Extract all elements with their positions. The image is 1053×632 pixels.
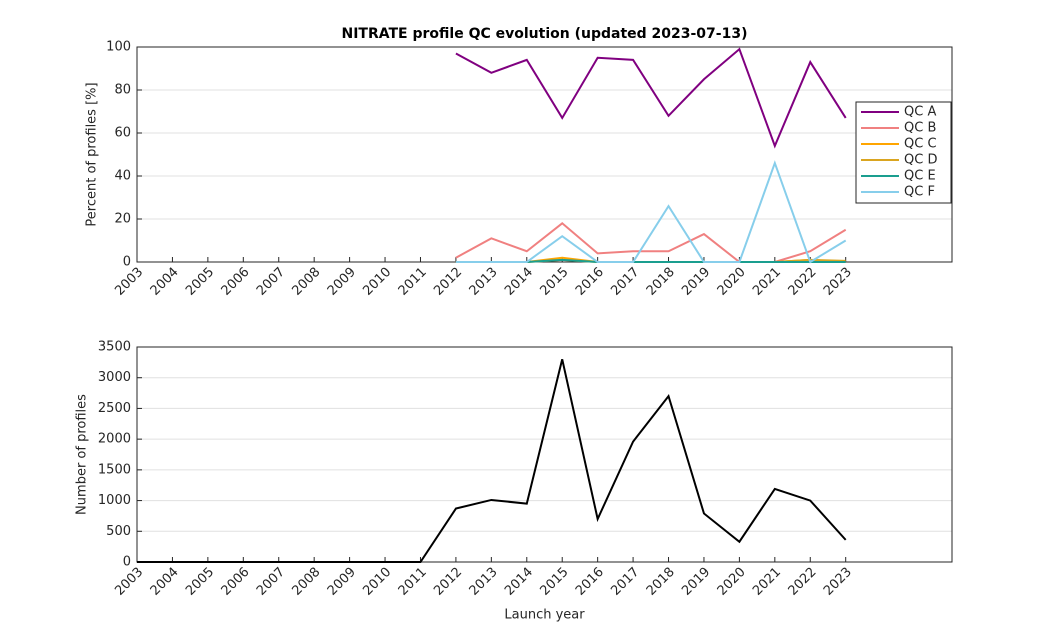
x-tick-label: 2020 xyxy=(715,265,749,299)
series-line xyxy=(455,47,847,149)
x-tick-label: 2011 xyxy=(396,565,430,599)
legend-label: QC F xyxy=(904,185,935,200)
y-tick-label: 80 xyxy=(114,83,131,98)
x-tick-label: 2021 xyxy=(750,265,784,299)
chart-title: NITRATE profile QC evolution (updated 20… xyxy=(342,26,748,42)
series-line xyxy=(137,359,847,563)
y-tick-label: 1500 xyxy=(98,462,131,477)
y-tick-label: 60 xyxy=(114,126,131,141)
x-tick-label: 2022 xyxy=(786,265,820,299)
axes-box xyxy=(136,346,953,563)
x-tick-label: 2016 xyxy=(573,265,607,299)
y-axis-label: Number of profiles xyxy=(75,394,90,515)
y-tick-label: 3500 xyxy=(98,340,131,355)
x-tick-label: 2016 xyxy=(573,565,607,599)
y-tick-label: 40 xyxy=(114,169,131,184)
legend-label: QC A xyxy=(904,105,936,120)
x-tick-label: 2019 xyxy=(679,265,713,299)
x-tick-label: 2008 xyxy=(289,565,323,599)
y-tick-label: 2000 xyxy=(98,432,131,447)
x-tick-label: 2013 xyxy=(467,265,501,299)
y-tick-label: 0 xyxy=(123,555,131,570)
x-tick-label: 2004 xyxy=(148,565,182,599)
series-line xyxy=(455,222,847,263)
x-tick-label: 2005 xyxy=(183,265,217,299)
x-tick-label: 2021 xyxy=(750,565,784,599)
x-tick-label: 2019 xyxy=(679,565,713,599)
x-tick-label: 2012 xyxy=(431,265,465,299)
x-tick-label: 2007 xyxy=(254,265,288,299)
axes-box xyxy=(136,46,953,263)
x-tick-label: 2006 xyxy=(219,565,253,599)
x-tick-label: 2020 xyxy=(715,565,749,599)
x-tick-label: 2015 xyxy=(538,565,572,599)
x-tick-label: 2017 xyxy=(608,565,642,599)
legend-label: QC D xyxy=(904,153,937,168)
series-line xyxy=(455,160,847,264)
x-tick-label: 2010 xyxy=(360,265,394,299)
y-tick-label: 500 xyxy=(106,524,131,539)
x-tick-label: 2015 xyxy=(538,265,572,299)
x-tick-label: 2013 xyxy=(467,565,501,599)
x-tick-label: 2007 xyxy=(254,565,288,599)
x-tick-label: 2006 xyxy=(219,265,253,299)
y-tick-label: 100 xyxy=(106,40,131,55)
legend-label: QC C xyxy=(904,137,937,152)
y-tick-label: 3000 xyxy=(98,370,131,385)
x-tick-label: 2003 xyxy=(112,565,146,599)
legend-label: QC B xyxy=(904,121,936,136)
y-tick-label: 0 xyxy=(123,255,131,270)
y-tick-label: 1000 xyxy=(98,493,131,508)
x-tick-label: 2014 xyxy=(502,565,536,599)
y-tick-label: 2500 xyxy=(98,401,131,416)
legend: QC AQC BQC CQC DQC EQC F xyxy=(855,101,952,204)
legend-box xyxy=(855,101,952,204)
legend-label: QC E xyxy=(904,169,936,184)
x-tick-label: 2010 xyxy=(360,565,394,599)
x-tick-label: 2005 xyxy=(183,565,217,599)
x-tick-label: 2009 xyxy=(325,265,359,299)
x-tick-label: 2011 xyxy=(396,265,430,299)
plot-area xyxy=(137,47,952,262)
x-tick-label: 2023 xyxy=(821,265,855,299)
plot-area xyxy=(137,347,952,562)
x-tick-label: 2003 xyxy=(112,265,146,299)
x-tick-label: 2022 xyxy=(786,565,820,599)
x-tick-label: 2008 xyxy=(289,265,323,299)
x-axis-label: Launch year xyxy=(504,608,585,623)
x-tick-label: 2014 xyxy=(502,265,536,299)
x-tick-label: 2017 xyxy=(608,265,642,299)
x-tick-label: 2009 xyxy=(325,565,359,599)
x-tick-label: 2004 xyxy=(148,265,182,299)
x-tick-label: 2023 xyxy=(821,565,855,599)
y-tick-label: 20 xyxy=(114,212,131,227)
x-tick-label: 2018 xyxy=(644,565,678,599)
x-tick-label: 2018 xyxy=(644,265,678,299)
x-tick-label: 2012 xyxy=(431,565,465,599)
y-axis-label: Percent of profiles [%] xyxy=(85,82,100,226)
